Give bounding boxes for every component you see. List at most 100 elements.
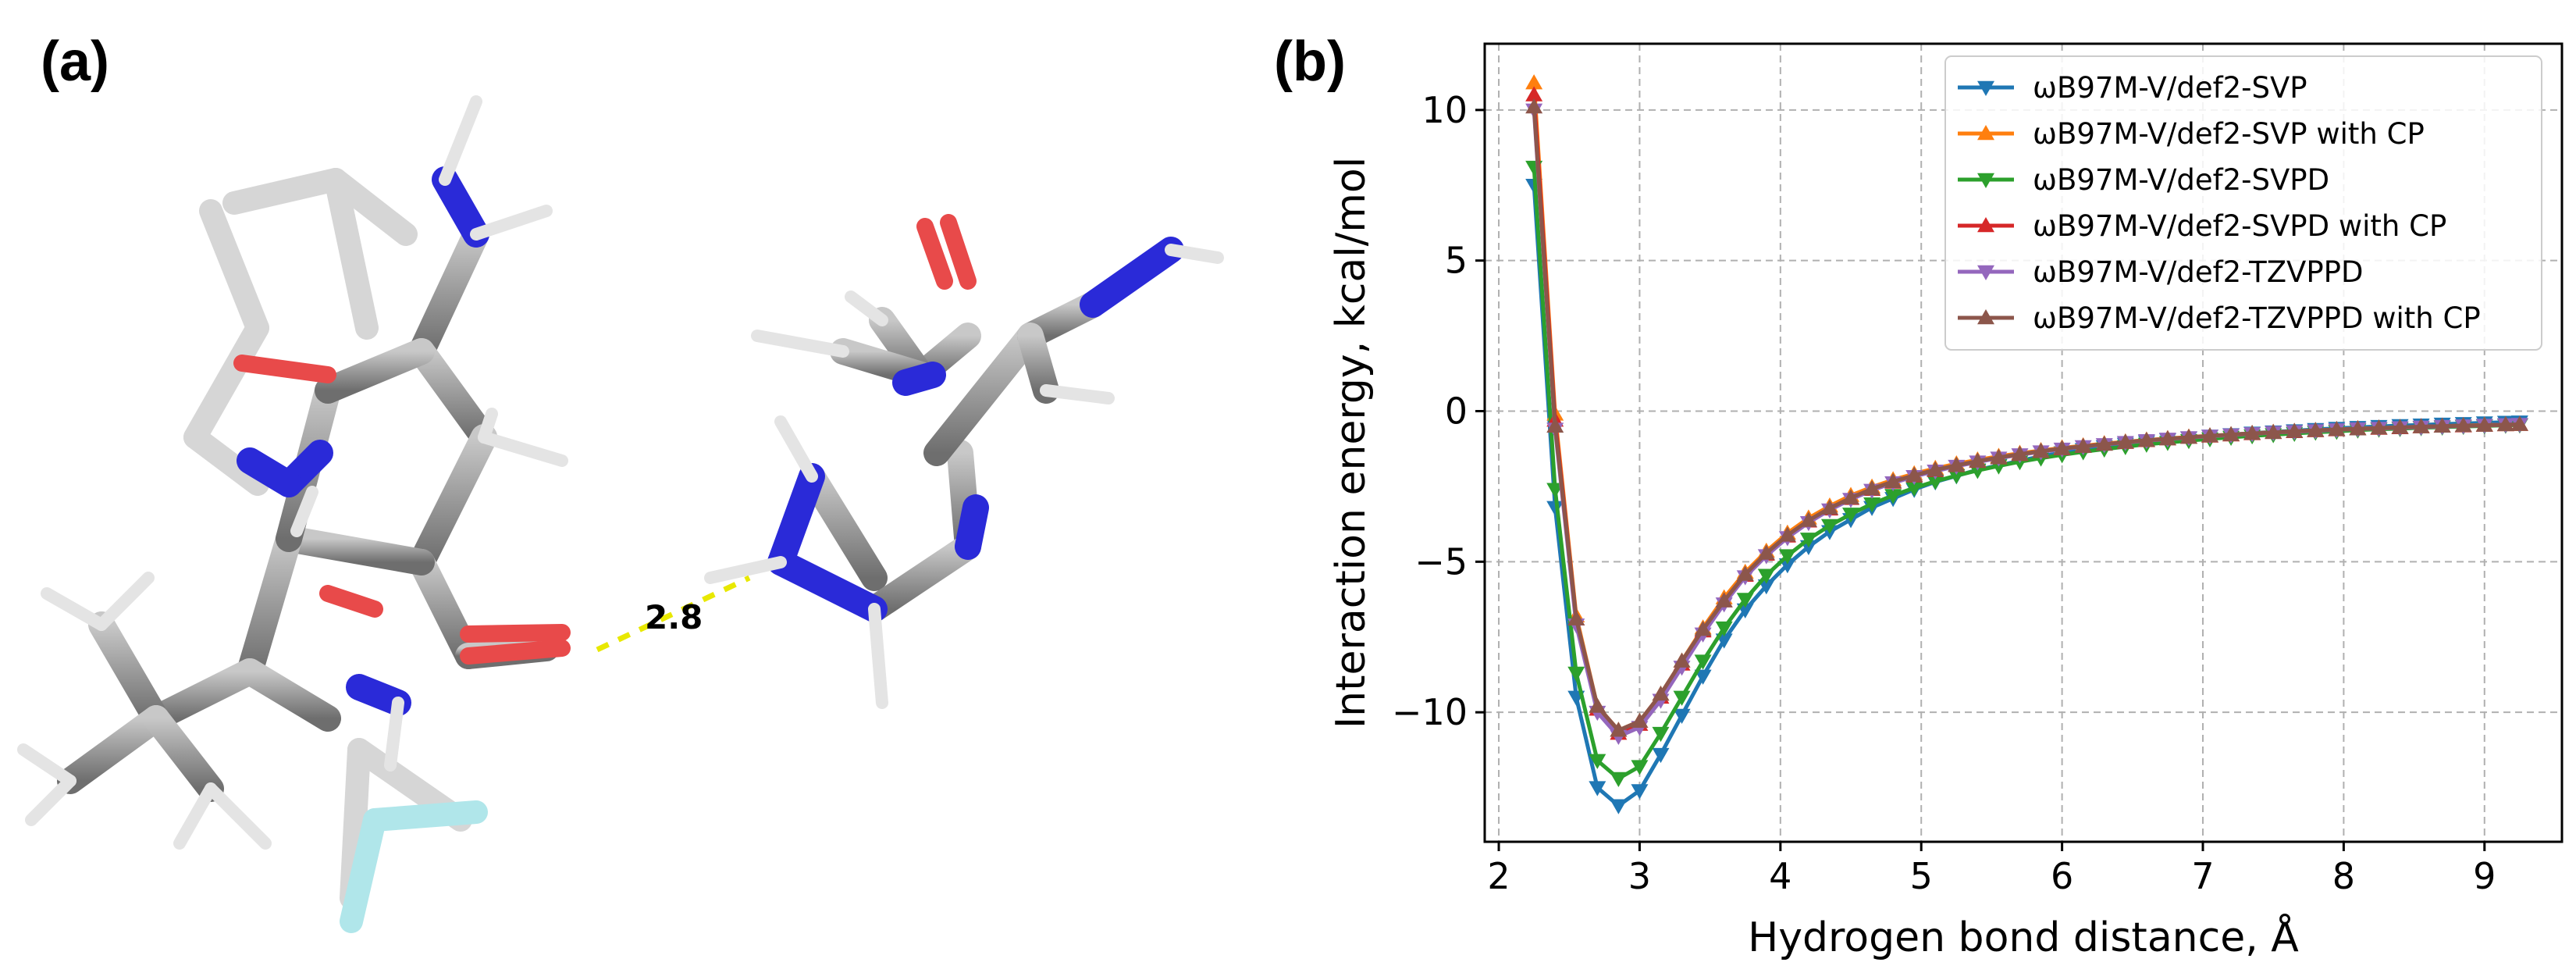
- chart-legend: ωB97M-V/def2-SVP ωB97M-V/def2-SVP with CP…: [1944, 55, 2542, 351]
- data-point-marker: [1927, 461, 1944, 476]
- data-point-marker: [1546, 501, 1564, 516]
- legend-swatch-marker: [1977, 217, 1994, 233]
- legend-label: ωB97M-V/def2-SVP: [2033, 71, 2307, 105]
- data-point-marker: [1652, 686, 1670, 701]
- x-tick-label: 9: [2473, 855, 2496, 897]
- data-point-marker: [1589, 781, 1606, 796]
- data-point-marker: [1589, 697, 1606, 713]
- data-point-marker: [2510, 415, 2528, 431]
- legend-item: ωB97M-V/def2-TZVPPD: [1958, 255, 2363, 289]
- data-point-marker: [2286, 422, 2304, 438]
- legend-item: ωB97M-V/def2-TZVPPD with CP: [1958, 301, 2481, 335]
- data-point-marker: [1694, 621, 1712, 636]
- data-point-marker: [2095, 435, 2113, 451]
- data-point-marker: [2433, 417, 2451, 433]
- legend-label: ωB97M-V/def2-SVPD: [2033, 163, 2329, 197]
- data-point-marker: [1778, 549, 1796, 565]
- data-point-marker: [1736, 565, 1754, 581]
- data-point-marker: [2137, 431, 2155, 447]
- data-point-marker: [1863, 480, 1881, 496]
- data-point-marker: [1631, 784, 1649, 800]
- data-point-marker: [1715, 592, 1733, 608]
- legend-label: ωB97M-V/def2-SVP with CP: [2033, 117, 2425, 151]
- y-axis-title: Interaction energy, kcal/mol: [1328, 157, 1375, 729]
- data-point-marker: [1757, 568, 1775, 584]
- data-point-marker: [1567, 666, 1585, 682]
- legend-swatch-marker: [1977, 125, 1994, 141]
- data-point-marker: [1610, 772, 1628, 788]
- x-tick-label: 2: [1487, 855, 1510, 897]
- panel-label-b: (b): [1274, 30, 1346, 93]
- data-point-marker: [2454, 417, 2472, 433]
- data-point-marker: [1736, 593, 1754, 608]
- hydrogen-bond-distance-label: 2.8: [645, 598, 703, 636]
- data-point-marker: [2222, 426, 2240, 441]
- legend-swatch-marker: [1977, 309, 1994, 325]
- data-point-marker: [1820, 499, 1838, 515]
- data-point-marker: [1631, 712, 1649, 728]
- data-point-marker: [1546, 417, 1564, 433]
- data-point-marker: [1820, 519, 1838, 535]
- data-point-marker: [1905, 481, 1923, 497]
- data-point-marker: [1694, 669, 1712, 685]
- data-point-marker: [2265, 423, 2282, 440]
- data-point-marker: [1694, 654, 1712, 670]
- chart-series: [1525, 74, 2528, 814]
- x-tick-label: 3: [1628, 855, 1651, 897]
- data-point-marker: [2179, 429, 2197, 444]
- data-point-marker: [2243, 425, 2261, 440]
- data-point-marker: [1927, 475, 1944, 490]
- data-point-marker: [2011, 445, 2029, 461]
- legend-label: ωB97M-V/def2-SVPD with CP: [2033, 209, 2446, 243]
- data-point-marker: [1757, 544, 1775, 560]
- data-point-marker: [1631, 760, 1649, 775]
- data-point-marker: [2370, 419, 2388, 435]
- data-point-marker: [1567, 610, 1585, 625]
- x-axis-title: Hydrogen bond distance, Å: [1748, 913, 2299, 961]
- legend-swatch-marker: [1977, 173, 1994, 188]
- legend-box: [1944, 55, 2542, 351]
- legend-swatch-marker: [1977, 265, 1994, 280]
- x-tick-label: 4: [1769, 855, 1791, 897]
- data-point-marker: [2307, 422, 2325, 437]
- data-point-marker: [1842, 508, 1860, 523]
- data-point-marker: [2158, 429, 2176, 446]
- data-point-marker: [1778, 526, 1796, 542]
- molecule-right-fragment: [704, 214, 1224, 709]
- x-tick-label: 5: [1910, 855, 1933, 897]
- data-point-marker: [1990, 448, 2008, 465]
- data-point-marker: [1673, 652, 1691, 668]
- data-point-marker: [1905, 466, 1923, 482]
- data-point-marker: [1884, 472, 1902, 489]
- data-point-marker: [1589, 754, 1606, 769]
- data-point-marker: [1799, 511, 1817, 527]
- legend-item: ωB97M-V/def2-SVP with CP: [1958, 117, 2425, 151]
- data-point-marker: [2391, 419, 2409, 434]
- data-point-marker: [2496, 415, 2514, 432]
- data-point-marker: [2116, 433, 2134, 449]
- legend-label: ωB97M-V/def2-TZVPPD with CP: [2033, 301, 2481, 335]
- hydrogen-bond-dashes: [596, 575, 751, 653]
- data-point-marker: [1715, 621, 1733, 637]
- data-point-marker: [2412, 418, 2430, 433]
- data-point-marker: [1525, 86, 1543, 102]
- y-tick-label: 10: [1421, 89, 1468, 131]
- legend-item: ωB97M-V/def2-SVP: [1958, 71, 2307, 105]
- data-point-marker: [1610, 799, 1628, 814]
- molecule-left-fragment: [17, 95, 571, 933]
- data-point-marker: [2053, 440, 2071, 455]
- data-point-marker: [1969, 452, 1987, 468]
- series-6: [1525, 98, 2528, 737]
- data-point-marker: [1525, 74, 1543, 90]
- data-point-marker: [1652, 747, 1670, 764]
- data-point-marker: [1799, 533, 1817, 548]
- legend-item: ωB97M-V/def2-SVPD with CP: [1958, 209, 2446, 243]
- y-tick-label: −5: [1414, 540, 1468, 583]
- y-tick-label: 0: [1445, 390, 1468, 433]
- x-tick-label: 8: [2332, 855, 2355, 897]
- legend-item: ωB97M-V/def2-SVPD: [1958, 163, 2329, 197]
- data-point-marker: [2328, 421, 2346, 437]
- data-point-marker: [2032, 442, 2050, 458]
- data-point-marker: [1948, 456, 1966, 472]
